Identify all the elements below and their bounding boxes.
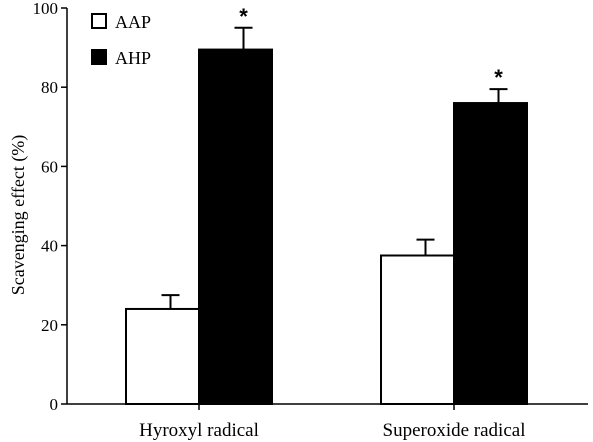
y-tick-label: 80 (41, 78, 58, 97)
axes: 0 20 40 60 80 100 Hyroxyl radical Superoxide ra… (33, 0, 588, 441)
y-tick-label: 40 (41, 237, 58, 256)
y-axis-title: Scavenging effect (%) (8, 135, 29, 296)
y-tick-label: 20 (41, 316, 58, 335)
legend: AAP AHP (91, 12, 151, 68)
x-category-label: Superoxide radical (383, 420, 526, 441)
y-tick-label: 0 (50, 395, 59, 414)
bar-ahp (453, 102, 528, 405)
bars: ** (125, 4, 528, 406)
legend-swatch-aap (91, 13, 107, 29)
bar-ahp (198, 48, 273, 406)
bar-aap (380, 254, 455, 405)
legend-label-ahp: AHP (115, 48, 151, 68)
x-category-label: Hyroxyl radical (139, 420, 259, 441)
significance-marker: * (239, 4, 248, 29)
y-tick-label: 100 (33, 0, 59, 18)
significance-marker: * (494, 65, 503, 90)
y-tick-label: 60 (41, 157, 58, 176)
bar-aap (125, 307, 200, 405)
legend-label-aap: AAP (115, 12, 151, 32)
legend-swatch-ahp (91, 49, 107, 65)
